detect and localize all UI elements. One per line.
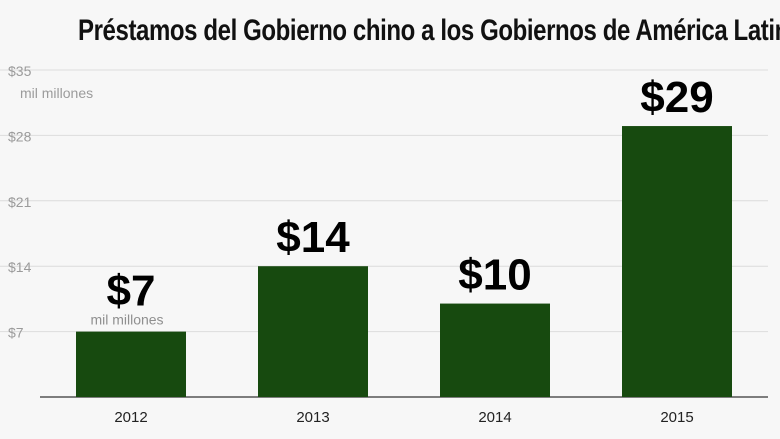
y-tick-label: $14 <box>8 259 32 275</box>
y-tick-label: $28 <box>8 128 32 144</box>
data-label: $29 <box>640 73 713 122</box>
y-tick-label: $35 <box>8 63 32 79</box>
bar <box>258 266 368 397</box>
data-label: $10 <box>458 251 531 300</box>
data-label-unit: mil millones <box>90 312 163 328</box>
data-label: $14 <box>276 213 350 262</box>
bar <box>622 126 732 398</box>
bar <box>440 303 550 397</box>
chart-title: Préstamos del Gobierno chino a los Gobie… <box>78 14 780 47</box>
y-tick-label: $21 <box>8 194 32 210</box>
y-axis-unit: mil millones <box>20 85 93 101</box>
x-tick-label: 2013 <box>296 409 329 426</box>
x-tick-label: 2012 <box>114 409 147 426</box>
x-tick-label: 2015 <box>660 409 693 426</box>
data-label: $7 <box>107 267 156 316</box>
x-tick-label: 2014 <box>478 409 511 426</box>
y-tick-label: $7 <box>8 325 24 341</box>
bar <box>76 331 186 397</box>
